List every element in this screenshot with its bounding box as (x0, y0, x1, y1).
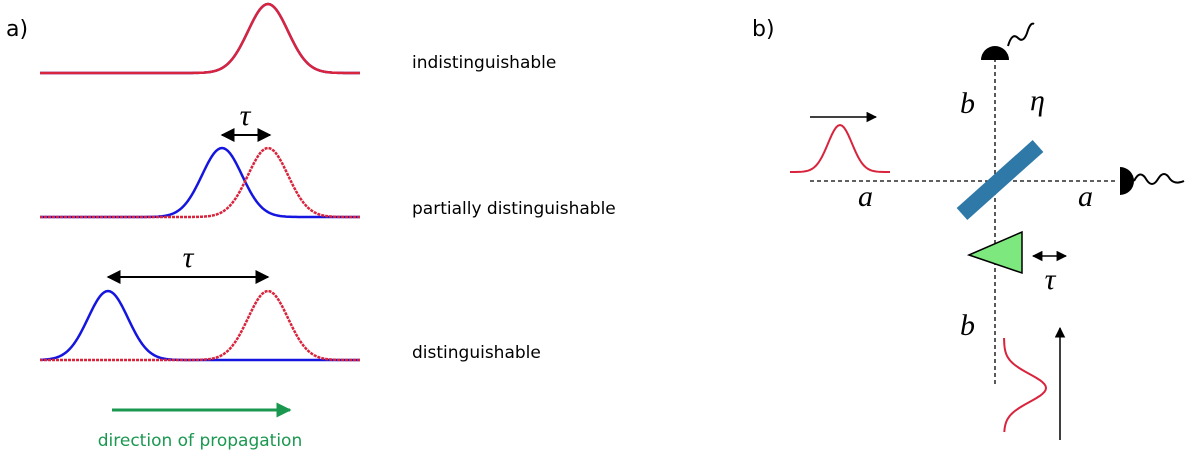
pulse (40, 4, 360, 73)
pulse (40, 291, 360, 360)
row-label: indistinguishable (412, 53, 556, 73)
delay-label: τ (1045, 263, 1057, 296)
port-label: b (960, 309, 975, 342)
port-label: a (1078, 180, 1093, 213)
pulse (40, 291, 360, 360)
panel-b-label: b) (752, 17, 775, 42)
pulses (40, 4, 360, 360)
detector (981, 46, 1009, 60)
port-label: b (960, 87, 975, 120)
pulse (40, 4, 360, 73)
row-label: partially distinguishable (412, 199, 616, 219)
detector-cable (1134, 174, 1184, 184)
diagram: a) τ τ indistinguishable partially disti… (0, 0, 1188, 460)
pulse (40, 148, 360, 217)
pulse (1004, 338, 1046, 432)
detector (1120, 167, 1134, 195)
beam-splitter (962, 146, 1038, 214)
detector-cable (1008, 24, 1034, 46)
row-label: distinguishable (412, 343, 541, 363)
panel-a-label: a) (6, 17, 28, 42)
pulse (790, 125, 890, 172)
delay-prism (969, 232, 1022, 273)
pulse (40, 148, 360, 217)
splitter-label: η (1030, 84, 1045, 117)
port-label: a (858, 180, 873, 213)
delay-label: τ (183, 241, 195, 274)
propagation-label: direction of propagation (98, 431, 302, 451)
delay-label: τ (240, 99, 252, 132)
